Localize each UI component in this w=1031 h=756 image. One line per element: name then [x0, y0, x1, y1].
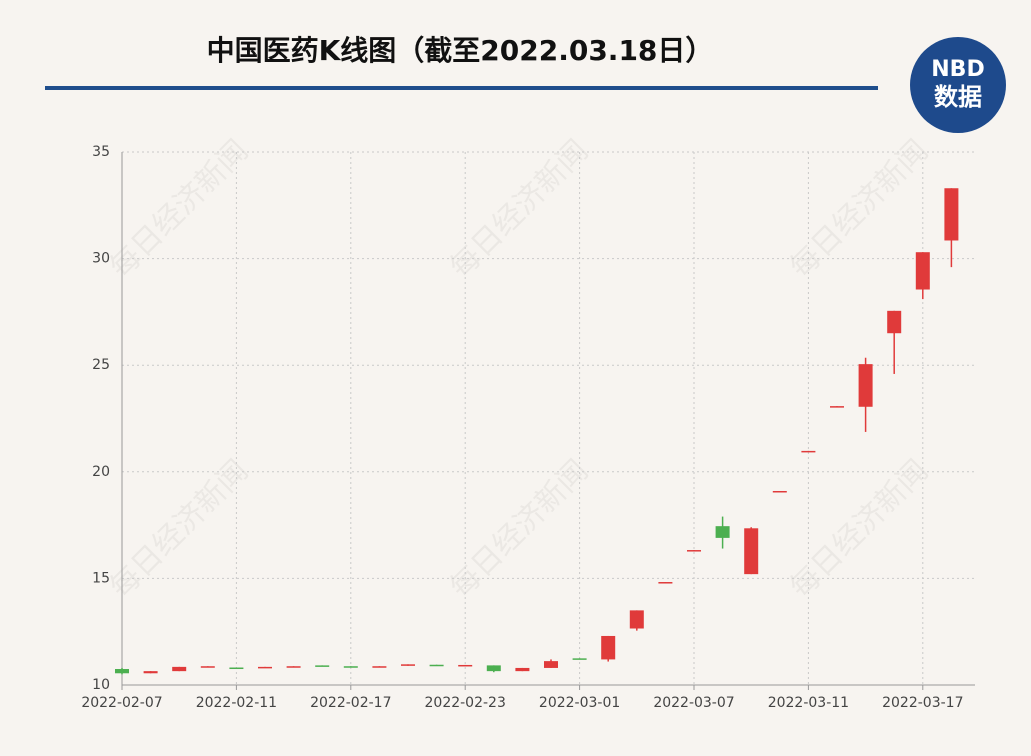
logo	[910, 37, 1006, 133]
candle-body	[258, 666, 272, 669]
candle-body	[229, 667, 244, 670]
logo-sub: 数据	[934, 83, 982, 111]
y-tick-label: 35	[92, 144, 110, 160]
candle-body	[429, 664, 444, 667]
candle-body	[401, 664, 415, 666]
x-tick-label: 2022-02-11	[196, 695, 277, 711]
candle-body	[544, 661, 558, 668]
candle-body	[115, 669, 129, 674]
logo-text: NBD	[931, 57, 984, 82]
y-tick-label: 20	[92, 464, 110, 480]
candle-body	[744, 528, 759, 575]
candle-body	[200, 666, 215, 668]
candle-body	[772, 490, 787, 493]
candle-body	[515, 667, 530, 672]
candle-body	[372, 666, 387, 668]
candle-body	[458, 664, 473, 667]
candle-body	[944, 188, 959, 241]
candle-body	[887, 310, 902, 334]
candle-body	[687, 550, 701, 552]
x-tick-label: 2022-03-11	[768, 695, 849, 711]
x-tick-label: 2022-02-17	[310, 695, 391, 711]
x-tick-label: 2022-03-07	[653, 695, 734, 711]
candle-body	[858, 364, 873, 407]
x-tick-label: 2022-03-17	[882, 695, 963, 711]
x-tick-label: 2022-02-07	[81, 695, 162, 711]
candle-body	[286, 666, 301, 668]
y-tick-label: 25	[92, 357, 110, 373]
x-tick-label: 2022-03-01	[539, 695, 620, 711]
candle-body	[572, 658, 587, 660]
candle-body	[915, 252, 930, 290]
candle-body	[601, 635, 616, 660]
candle-body	[715, 526, 730, 538]
chart-title: 中国医药K线图（截至2022.03.18日）	[207, 34, 714, 67]
candle-body	[486, 665, 501, 672]
candle-body	[658, 582, 673, 584]
candle-body	[315, 665, 330, 667]
candle-body	[629, 610, 644, 629]
candle-body	[143, 671, 158, 674]
candle-body	[172, 666, 187, 672]
y-tick-label: 10	[92, 677, 110, 693]
title-rule	[45, 86, 878, 90]
y-tick-label: 30	[92, 251, 110, 267]
candle-body	[343, 666, 358, 668]
candle-body	[801, 450, 816, 453]
candle-body	[830, 406, 844, 408]
y-tick-label: 15	[92, 570, 110, 586]
x-tick-label: 2022-02-23	[425, 695, 506, 711]
